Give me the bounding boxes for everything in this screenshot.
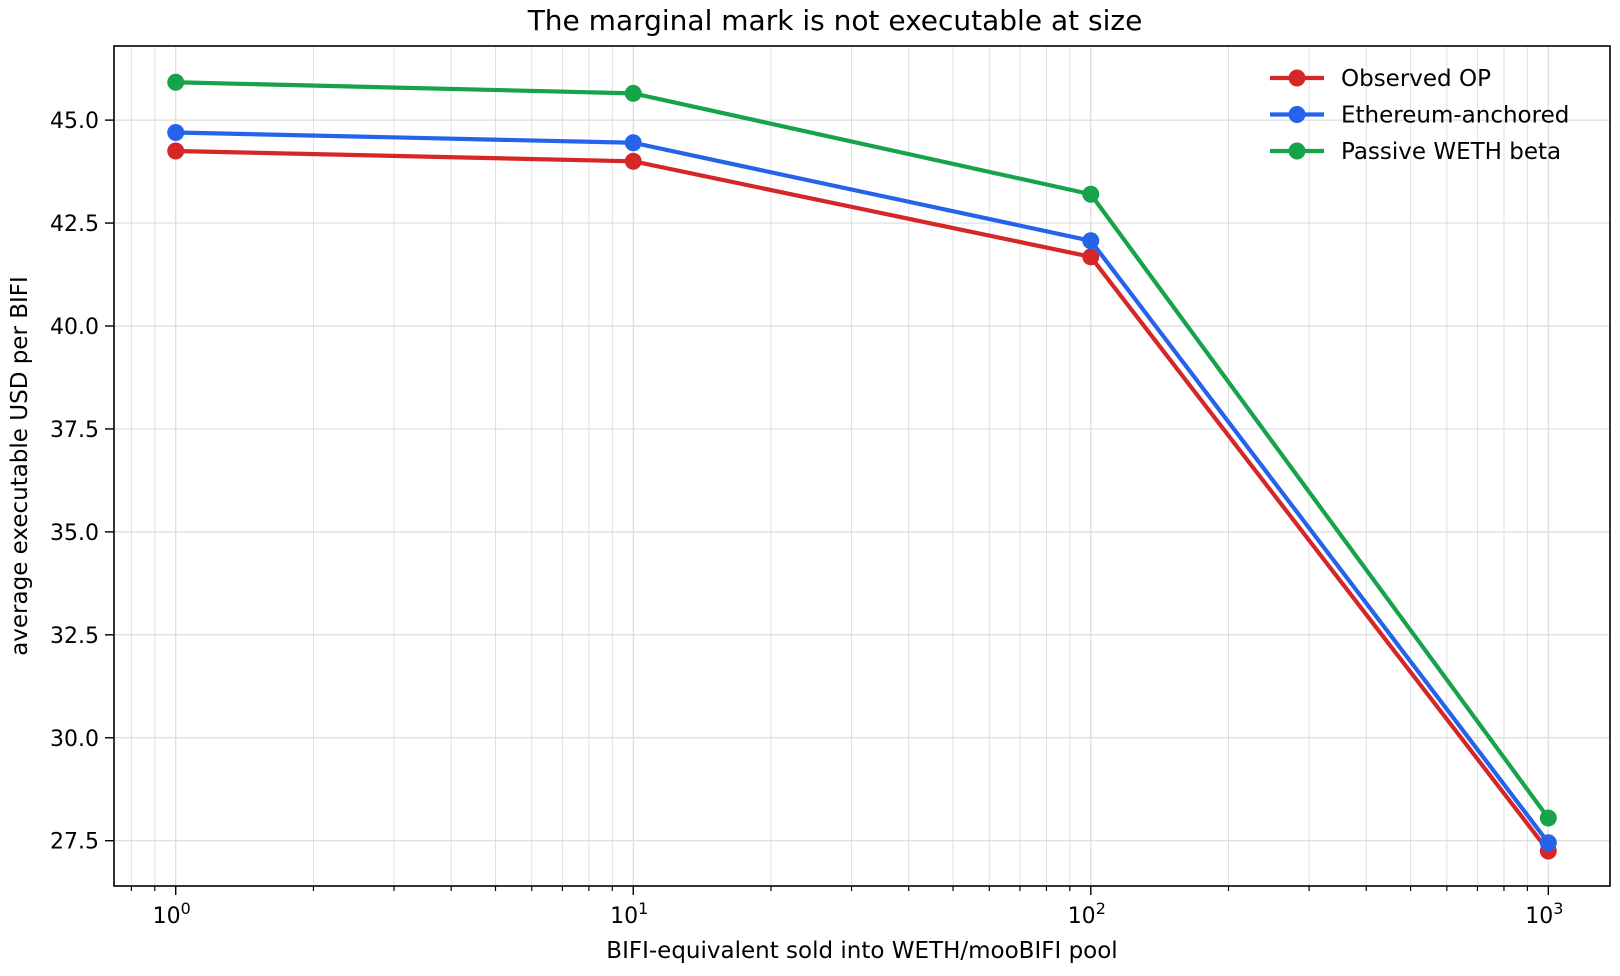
x-tick-label: 100 [153, 899, 191, 929]
series-line-ethereum-anchored [173, 130, 1551, 845]
y-tick-label: 37.5 [50, 418, 99, 443]
legend-label-passive-weth-beta: Passive WETH beta [1341, 139, 1561, 165]
grid-layer [114, 46, 1610, 886]
legend-marker-observed-op [1288, 69, 1306, 87]
x-tick-label: 101 [610, 899, 648, 929]
x-axis-label: BIFI-equivalent sold into WETH/mooBIFI p… [606, 938, 1117, 964]
y-tick-label: 42.5 [50, 212, 99, 237]
legend-marker-ethereum-anchored [1288, 106, 1306, 123]
series-layer [167, 73, 1557, 860]
legend: Observed OP Ethereum-anchored Passive WETH… [1270, 66, 1569, 165]
data-point-passive-weth-beta [624, 84, 642, 102]
legend-marker-passive-weth-beta [1288, 142, 1306, 160]
data-point-ethereum-anchored [167, 123, 185, 141]
y-tick-label: 35.0 [50, 521, 99, 546]
chart-title: The marginal mark is not executable at s… [527, 4, 1143, 37]
legend-label-ethereum-anchored: Ethereum-anchored [1341, 103, 1569, 129]
axis-layer: 100 101 102 103 27.5 30.0 32.5 35.0 37.5 40.0 42.5… [50, 109, 1563, 929]
data-point-passive-weth-beta [1539, 809, 1557, 827]
y-tick-label: 30.0 [50, 727, 99, 752]
data-point-observed-op [167, 142, 185, 160]
data-point-passive-weth-beta [167, 73, 185, 91]
y-tick-label: 45.0 [50, 109, 99, 134]
series-line-observed-op [173, 148, 1551, 854]
x-tick-label: 103 [1525, 899, 1563, 929]
data-point-ethereum-anchored [1082, 232, 1100, 250]
x-tick-label: 102 [1068, 899, 1106, 929]
legend-label-observed-op: Observed OP [1341, 66, 1491, 92]
y-tick-label: 40.0 [50, 315, 99, 340]
data-point-ethereum-anchored [624, 134, 642, 152]
data-point-passive-weth-beta [1082, 185, 1100, 203]
data-point-ethereum-anchored [1539, 834, 1557, 852]
series-line-passive-weth-beta [173, 80, 1551, 821]
y-tick-label: 27.5 [50, 830, 99, 855]
plot-frame [113, 45, 1611, 887]
data-point-observed-op [624, 152, 642, 170]
y-tick-label: 32.5 [50, 624, 99, 649]
data-point-observed-op [1082, 248, 1100, 266]
y-axis-label: average executable USD per BIFI [7, 276, 33, 656]
